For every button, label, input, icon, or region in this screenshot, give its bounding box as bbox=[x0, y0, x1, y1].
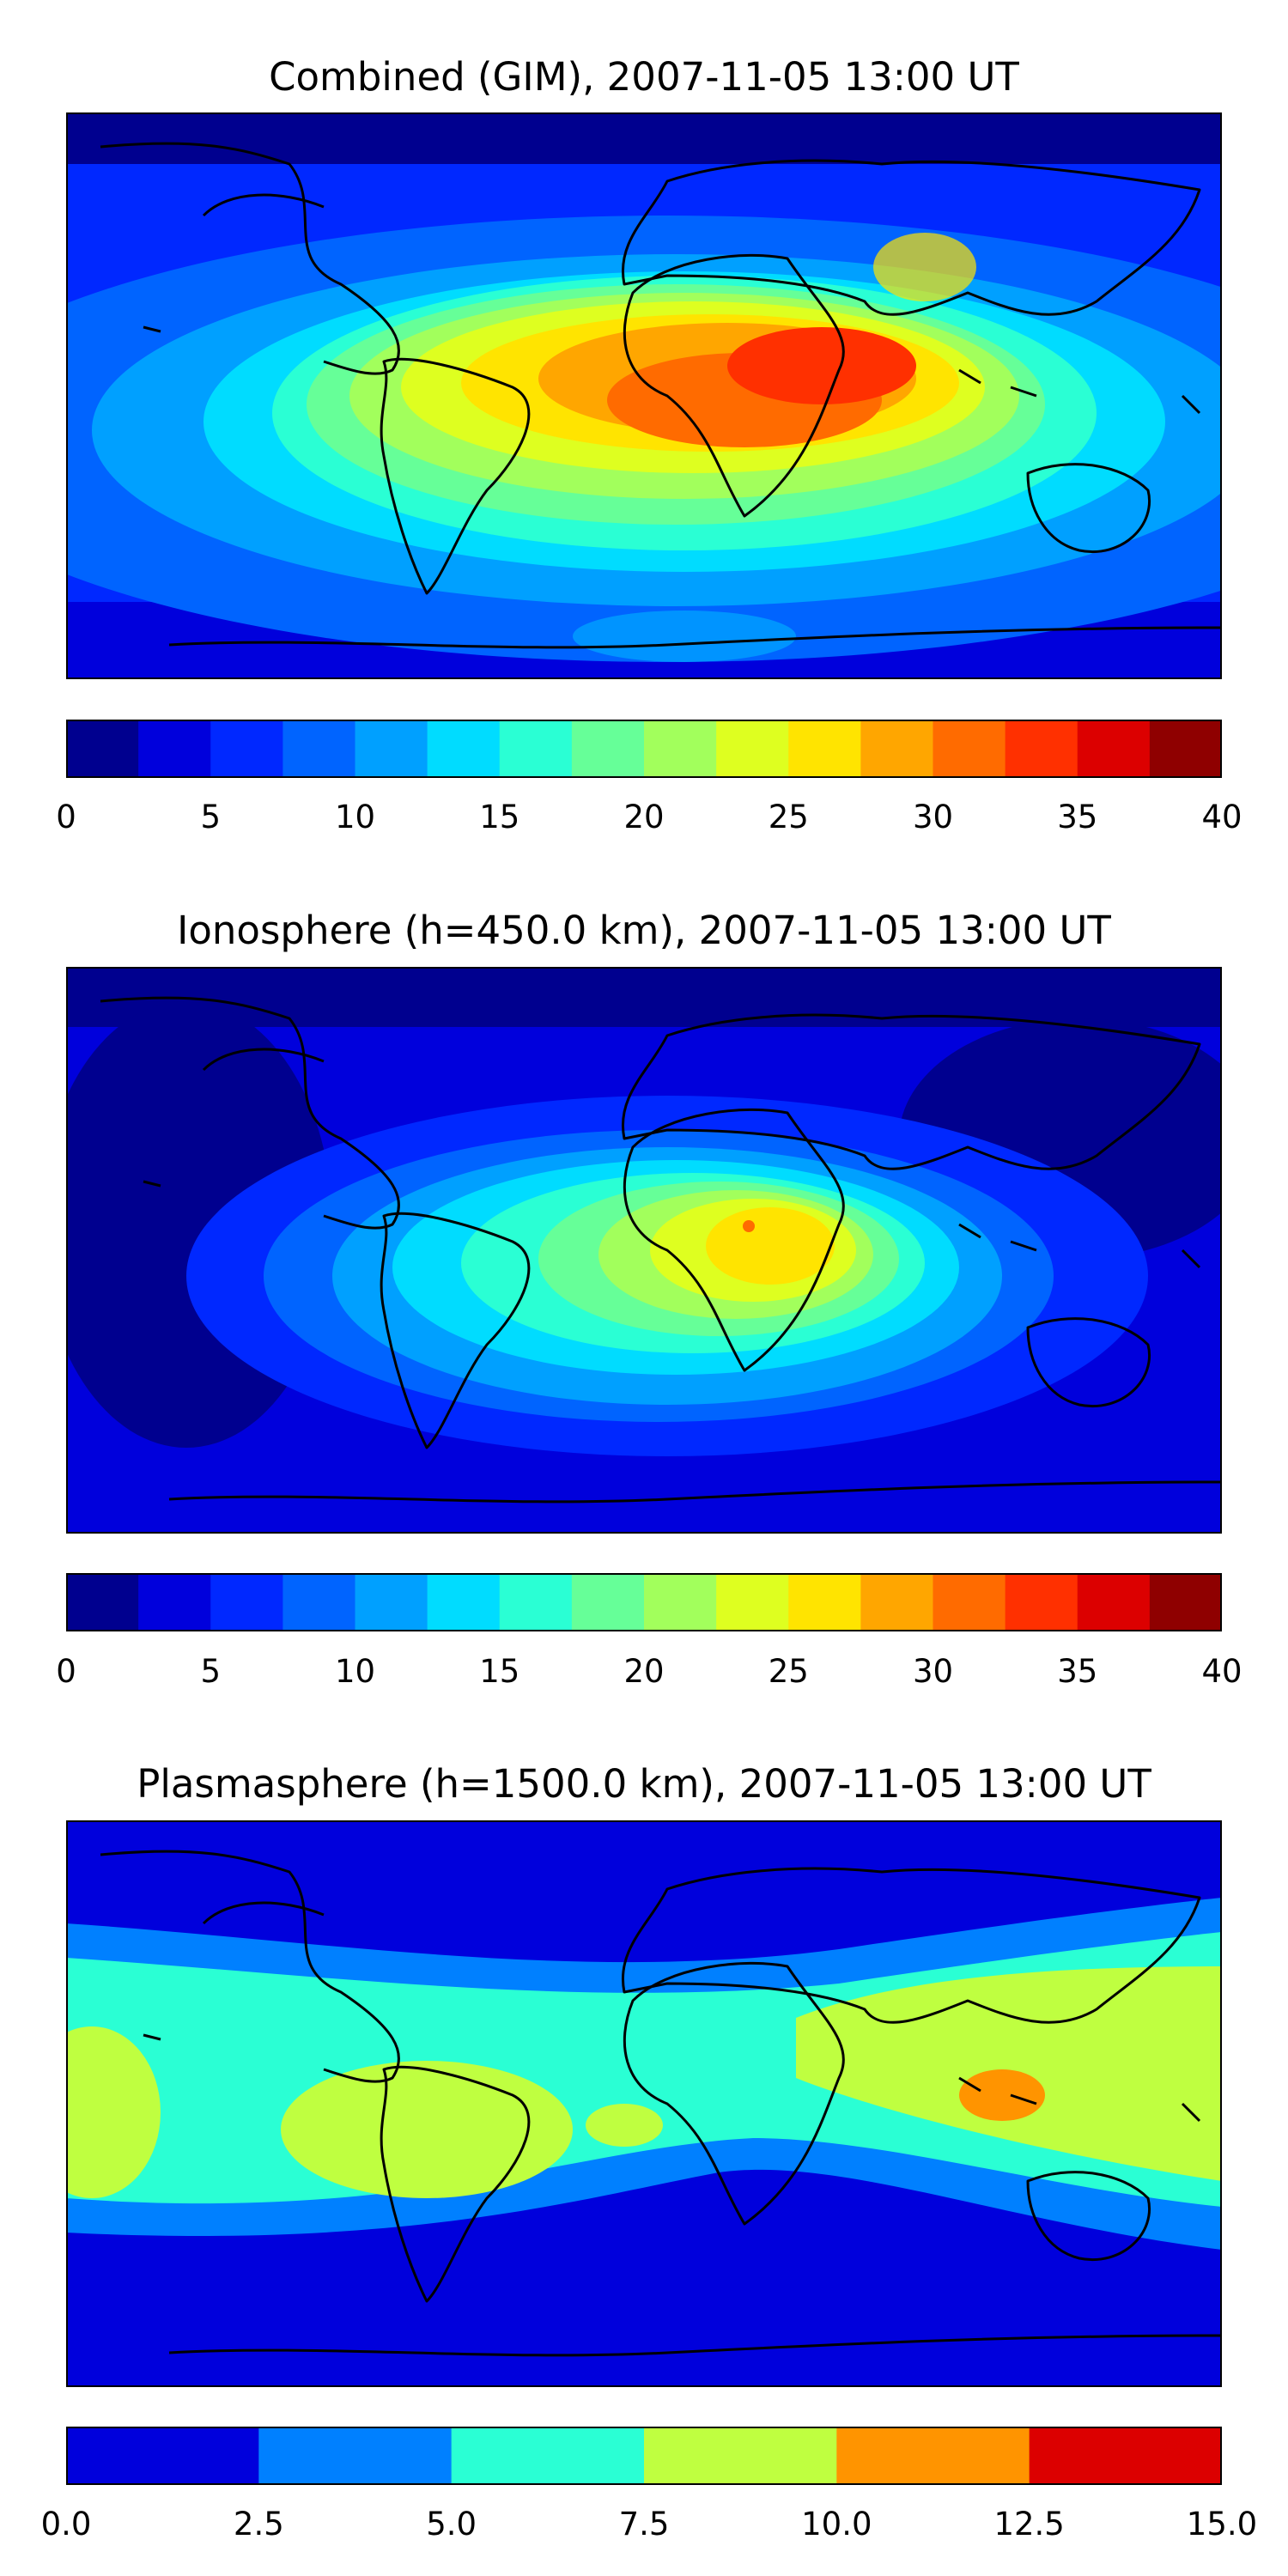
contour-level-10 bbox=[959, 2069, 1045, 2121]
panel-3-colorbar bbox=[66, 2427, 1222, 2485]
colorbar-tick-label: 5 bbox=[200, 799, 222, 835]
colorbar-segment bbox=[1149, 720, 1222, 778]
colorbar-segment bbox=[355, 1573, 428, 1631]
contour-level-32 bbox=[873, 233, 976, 301]
colorbar-tick-label: 0.0 bbox=[40, 2506, 92, 2543]
colorbar-tick-label: 20 bbox=[623, 1653, 665, 1690]
colorbar-segment bbox=[644, 2427, 837, 2485]
colorbar-segment bbox=[788, 720, 861, 778]
colorbar-tick-label: 35 bbox=[1057, 1653, 1098, 1690]
colorbar-border bbox=[66, 2427, 1222, 2485]
colorbar-segment bbox=[66, 2427, 259, 2485]
panel-2-title: Ionosphere (h=450.0 km), 2007-11-05 13:0… bbox=[177, 908, 1111, 953]
colorbar-segment bbox=[138, 720, 211, 778]
panel-2-colorbar-ticks: 0 5 10 15 20 25 30 35 40 bbox=[56, 1653, 1242, 1696]
colorbar-segment bbox=[427, 720, 501, 778]
colorbar-segment bbox=[66, 720, 139, 778]
panel-1-colorbar-ticks: 0 5 10 15 20 25 30 35 40 bbox=[56, 799, 1242, 841]
colorbar-segment bbox=[1029, 2427, 1222, 2485]
colorbar-segment bbox=[66, 1573, 139, 1631]
colorbar-tick-label: 35 bbox=[1057, 799, 1098, 835]
colorbar-segment bbox=[283, 720, 356, 778]
contour-band bbox=[66, 112, 1222, 164]
coastlines bbox=[100, 1850, 1222, 2357]
colorbar-tick-label: 7.5 bbox=[618, 2506, 670, 2543]
contour-level-12 bbox=[573, 611, 796, 662]
colorbar-segment bbox=[933, 720, 1006, 778]
colorbar-segment bbox=[571, 720, 645, 778]
colorbar-segment bbox=[860, 720, 934, 778]
colorbar-segment bbox=[499, 720, 573, 778]
colorbar-border bbox=[66, 720, 1222, 778]
colorbar-tick-label: 5.0 bbox=[426, 2506, 477, 2543]
colorbar-segment bbox=[1005, 1573, 1078, 1631]
colorbar-tick-label: 30 bbox=[912, 799, 954, 835]
contour-level-30 bbox=[743, 1220, 755, 1232]
colorbar-segment bbox=[283, 1573, 356, 1631]
colorbar-tick-label: 15.0 bbox=[1186, 2506, 1258, 2543]
colorbar-tick-label: 25 bbox=[768, 1653, 809, 1690]
contour-level-7.5 bbox=[66, 2026, 161, 2198]
panel-3-title: Plasmasphere (h=1500.0 km), 2007-11-05 1… bbox=[137, 1761, 1151, 1807]
panel-1-map bbox=[66, 112, 1222, 679]
contour-level-25 bbox=[706, 1207, 835, 1285]
panel-1-title: Combined (GIM), 2007-11-05 13:00 UT bbox=[269, 54, 1019, 100]
colorbar-segment bbox=[1077, 720, 1151, 778]
colorbar-tick-label: 40 bbox=[1201, 799, 1242, 835]
contour-level-7.5 bbox=[586, 2104, 663, 2147]
colorbar-tick-label: 10.0 bbox=[801, 2506, 872, 2543]
colorbar-segment bbox=[644, 720, 717, 778]
colorbar-segment bbox=[644, 1573, 717, 1631]
colorbar-segment bbox=[499, 1573, 573, 1631]
panel-2-map bbox=[66, 967, 1222, 1534]
colorbar-segment bbox=[571, 1573, 645, 1631]
colorbar-segment bbox=[451, 2427, 645, 2485]
contour-level-35 bbox=[727, 327, 916, 404]
colorbar-tick-label: 12.5 bbox=[993, 2506, 1065, 2543]
colorbar-segment bbox=[355, 720, 428, 778]
colorbar-segment bbox=[860, 1573, 934, 1631]
colorbar-segment bbox=[788, 1573, 861, 1631]
colorbar-segment bbox=[1077, 1573, 1151, 1631]
coastlines bbox=[100, 142, 1222, 649]
panel-2-colorbar bbox=[66, 1573, 1222, 1631]
colorbar-tick-label: 10 bbox=[334, 799, 376, 835]
panel-3-map bbox=[66, 1820, 1222, 2387]
colorbar-segment bbox=[933, 1573, 1006, 1631]
panel-1-colorbar bbox=[66, 720, 1222, 778]
colorbar-tick-label: 0 bbox=[56, 1653, 76, 1690]
panel-3-colorbar-ticks: 0.0 2.5 5.0 7.5 10.0 12.5 15.0 bbox=[41, 2506, 1258, 2549]
colorbar-segment bbox=[716, 720, 789, 778]
colorbar-segment bbox=[258, 2427, 453, 2485]
colorbar-segment bbox=[138, 1573, 211, 1631]
colorbar-tick-label: 30 bbox=[912, 1653, 954, 1690]
colorbar-segment bbox=[836, 2427, 1030, 2485]
colorbar-tick-label: 40 bbox=[1201, 1653, 1242, 1690]
colorbar-tick-label: 15 bbox=[479, 799, 520, 835]
colorbar-segment bbox=[427, 1573, 501, 1631]
colorbar-segment bbox=[210, 1573, 283, 1631]
colorbar-segment bbox=[210, 720, 283, 778]
colorbar-segment bbox=[716, 1573, 789, 1631]
coastlines bbox=[100, 996, 1222, 1504]
colorbar-tick-label: 15 bbox=[479, 1653, 520, 1690]
colorbar-tick-label: 20 bbox=[623, 799, 665, 835]
colorbar-segment bbox=[1005, 720, 1078, 778]
colorbar-tick-label: 0 bbox=[56, 799, 76, 835]
contour-band bbox=[66, 967, 1222, 1027]
colorbar-tick-label: 25 bbox=[768, 799, 809, 835]
colorbar-tick-label: 5 bbox=[200, 1653, 222, 1690]
colorbar-border bbox=[66, 1573, 1222, 1631]
colorbar-tick-label: 2.5 bbox=[233, 2506, 284, 2543]
contour-level-7.5 bbox=[281, 2061, 573, 2198]
colorbar-segment bbox=[1149, 1573, 1222, 1631]
colorbar-tick-label: 10 bbox=[334, 1653, 376, 1690]
